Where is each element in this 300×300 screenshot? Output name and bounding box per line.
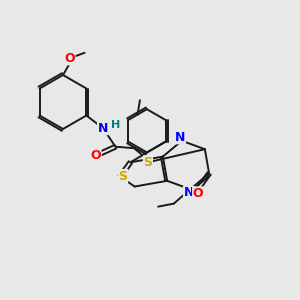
- Text: N: N: [98, 122, 108, 135]
- Text: O: O: [193, 187, 203, 200]
- Text: N: N: [175, 131, 185, 144]
- Text: H: H: [111, 120, 120, 130]
- Text: S: S: [143, 156, 152, 169]
- Text: N: N: [184, 186, 194, 199]
- Text: S: S: [118, 169, 127, 182]
- Text: O: O: [90, 149, 101, 162]
- Text: O: O: [64, 52, 75, 65]
